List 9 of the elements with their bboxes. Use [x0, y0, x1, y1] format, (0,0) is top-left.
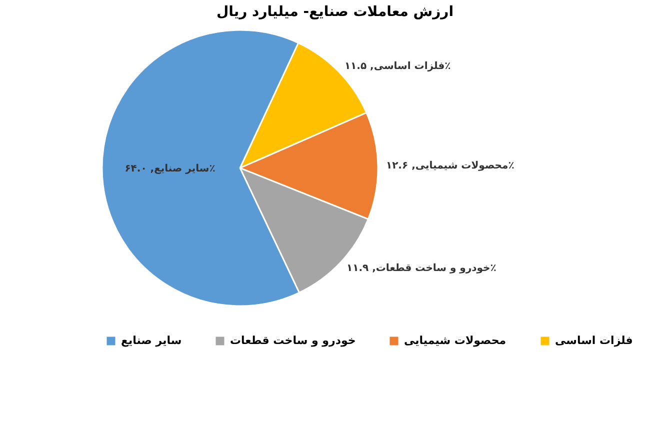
- legend-label: محصولات شیمیایی: [404, 334, 506, 347]
- chart-title: ارزش معاملات صنایع- میلیارد ریال: [216, 4, 454, 20]
- legend-label: سایر صنایع: [121, 334, 182, 347]
- data-label: خودرو و ساخت قطعات, ۱۱.۹٪: [346, 262, 496, 274]
- data-label: سایر صنایع, ۶۴.۰٪: [124, 163, 216, 174]
- data-label: محصولات شیمیایی, ۱۲.۶٪: [386, 160, 514, 172]
- data-label: فلزات اساسی, ۱۱.۵٪: [344, 60, 451, 72]
- legend-label: فلزات اساسی: [555, 334, 633, 347]
- legend-label: خودرو و ساخت قطعات: [230, 334, 356, 347]
